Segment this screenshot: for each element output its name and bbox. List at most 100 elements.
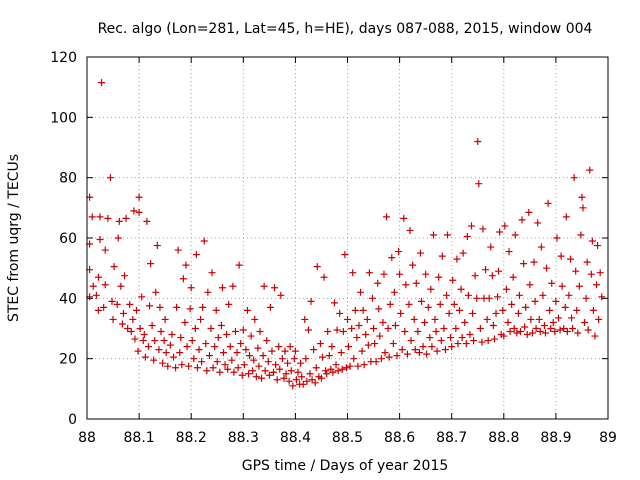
data-point: [552, 297, 560, 305]
grid: [87, 57, 608, 419]
data-point: [341, 251, 349, 259]
data-point: [496, 228, 504, 236]
data-point: [379, 318, 387, 326]
data-point: [464, 291, 472, 299]
data-point: [195, 346, 203, 354]
data-point: [258, 374, 266, 382]
data-point: [506, 328, 514, 336]
data-point: [421, 318, 429, 326]
data-point: [355, 321, 363, 329]
data-point: [422, 270, 430, 278]
data-point: [294, 368, 302, 376]
data-point: [442, 291, 450, 299]
data-point: [369, 294, 377, 302]
data-point: [310, 346, 318, 354]
data-point: [400, 214, 408, 222]
data-point: [100, 303, 108, 311]
data-point: [217, 321, 225, 329]
data-point: [287, 367, 295, 375]
data-point: [130, 207, 138, 215]
data-point: [515, 291, 523, 299]
data-point: [117, 282, 125, 290]
data-point: [334, 367, 342, 375]
data-point: [332, 361, 340, 369]
data-point: [96, 236, 104, 244]
data-point: [359, 306, 367, 314]
data-point: [127, 328, 135, 336]
data-point: [190, 355, 198, 363]
data-point: [290, 355, 298, 363]
x-tick-label: 88.8: [488, 430, 519, 446]
data-point: [342, 364, 350, 372]
data-point: [499, 306, 507, 314]
data-point: [134, 347, 142, 355]
x-tick-label: 88.5: [332, 430, 363, 446]
data-point: [589, 306, 597, 314]
data-point: [161, 315, 169, 323]
data-point: [417, 297, 425, 305]
data-point: [136, 325, 144, 332]
data-point: [534, 219, 542, 227]
data-point: [183, 343, 191, 351]
data-point: [492, 309, 500, 317]
data-point: [216, 368, 224, 376]
data-point: [98, 79, 106, 87]
data-point: [353, 334, 361, 342]
data-point: [414, 328, 422, 336]
data-point: [229, 282, 237, 290]
data-point: [563, 328, 571, 336]
data-point: [388, 254, 396, 262]
data-point: [518, 216, 526, 224]
y-tick-label: 120: [50, 50, 77, 66]
data-point: [548, 279, 556, 287]
data-point: [94, 273, 102, 281]
data-point: [516, 328, 524, 336]
data-point: [289, 382, 297, 390]
data-point: [325, 352, 333, 360]
data-point: [338, 365, 346, 373]
data-point: [591, 332, 599, 340]
data-point: [360, 361, 368, 369]
data-point: [172, 364, 180, 372]
data-point: [94, 306, 102, 314]
data-point: [510, 325, 518, 332]
data-point: [509, 273, 517, 281]
data-point: [444, 231, 452, 239]
data-point: [118, 320, 126, 328]
data-point: [438, 252, 446, 260]
data-point: [466, 331, 474, 339]
data-point: [228, 356, 236, 364]
data-point: [588, 237, 596, 245]
data-point: [109, 315, 117, 323]
data-point: [546, 306, 554, 314]
data-point: [558, 282, 566, 290]
data-point: [297, 359, 305, 367]
data-point: [357, 288, 365, 296]
data-point: [250, 356, 258, 364]
data-point: [452, 325, 460, 332]
data-point: [586, 166, 594, 174]
data-point: [313, 263, 321, 271]
data-point: [318, 353, 326, 361]
data-point: [299, 380, 307, 388]
data-point: [101, 246, 109, 254]
data-point: [579, 204, 587, 212]
data-point: [569, 325, 577, 332]
data-point: [543, 264, 551, 272]
data-point: [110, 263, 118, 271]
data-point: [457, 285, 465, 293]
data-point: [483, 315, 491, 323]
data-point: [336, 309, 344, 317]
x-tick-label: 88.6: [384, 430, 415, 446]
data-point: [169, 353, 177, 361]
data-point: [490, 335, 498, 343]
data-point: [141, 353, 149, 361]
data-point: [469, 309, 477, 317]
data-point: [316, 340, 324, 348]
data-point: [453, 255, 461, 263]
data-point: [226, 343, 234, 351]
data-point: [129, 315, 137, 323]
data-point: [284, 359, 292, 367]
data-point: [445, 309, 453, 317]
